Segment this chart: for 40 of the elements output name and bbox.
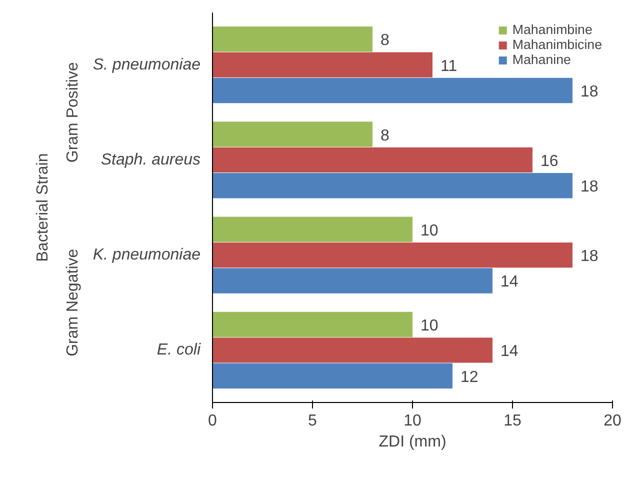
text: Gram Positive [64, 62, 82, 163]
data-label: 8 [380, 32, 390, 50]
bar [212, 147, 532, 173]
data-label: 14 [500, 343, 518, 360]
data-label: 8 [380, 127, 390, 144]
data-label: 12 [460, 368, 478, 386]
x-tick-label: 15 [504, 412, 522, 430]
y-tick-label: Staph. aureus [100, 151, 200, 168]
data-label: 10 [420, 318, 438, 334]
bar [212, 363, 452, 388]
y-tick-label: S. pneumoniae [92, 56, 201, 74]
bar [212, 78, 572, 104]
bar [212, 216, 412, 242]
data-label: 18 [580, 248, 598, 266]
x-axis-title: ZDI (mm) [378, 434, 446, 450]
bar [212, 242, 572, 268]
bar [212, 122, 372, 147]
x-tick-label: 20 [604, 412, 622, 430]
x-tick-label: 5 [308, 412, 318, 430]
data-label: 11 [440, 58, 458, 75]
data-label: 18 [580, 178, 598, 196]
data-label: 10 [420, 222, 438, 240]
bar [212, 52, 432, 78]
legend-label: Mahanine [512, 52, 571, 67]
x-tick-label: 10 [404, 412, 422, 430]
bar [212, 26, 372, 52]
x-tick-label: 0 [208, 412, 218, 430]
text: Gram Negative [64, 248, 82, 356]
data-label: 18 [580, 84, 598, 100]
bar [212, 338, 492, 363]
data-label: 16 [540, 152, 558, 170]
bar [212, 312, 412, 338]
y-tick-label: K. pneumoniae [92, 246, 201, 264]
bar [212, 268, 492, 294]
data-label: 14 [500, 274, 518, 291]
legend-label: Mahanimbicine [512, 37, 602, 52]
legend-label: Mahanimbine [512, 22, 592, 37]
y-axis-title: Bacterial Strain [34, 153, 52, 262]
y-tick-label: E. coli [156, 342, 201, 359]
bar [212, 173, 572, 198]
